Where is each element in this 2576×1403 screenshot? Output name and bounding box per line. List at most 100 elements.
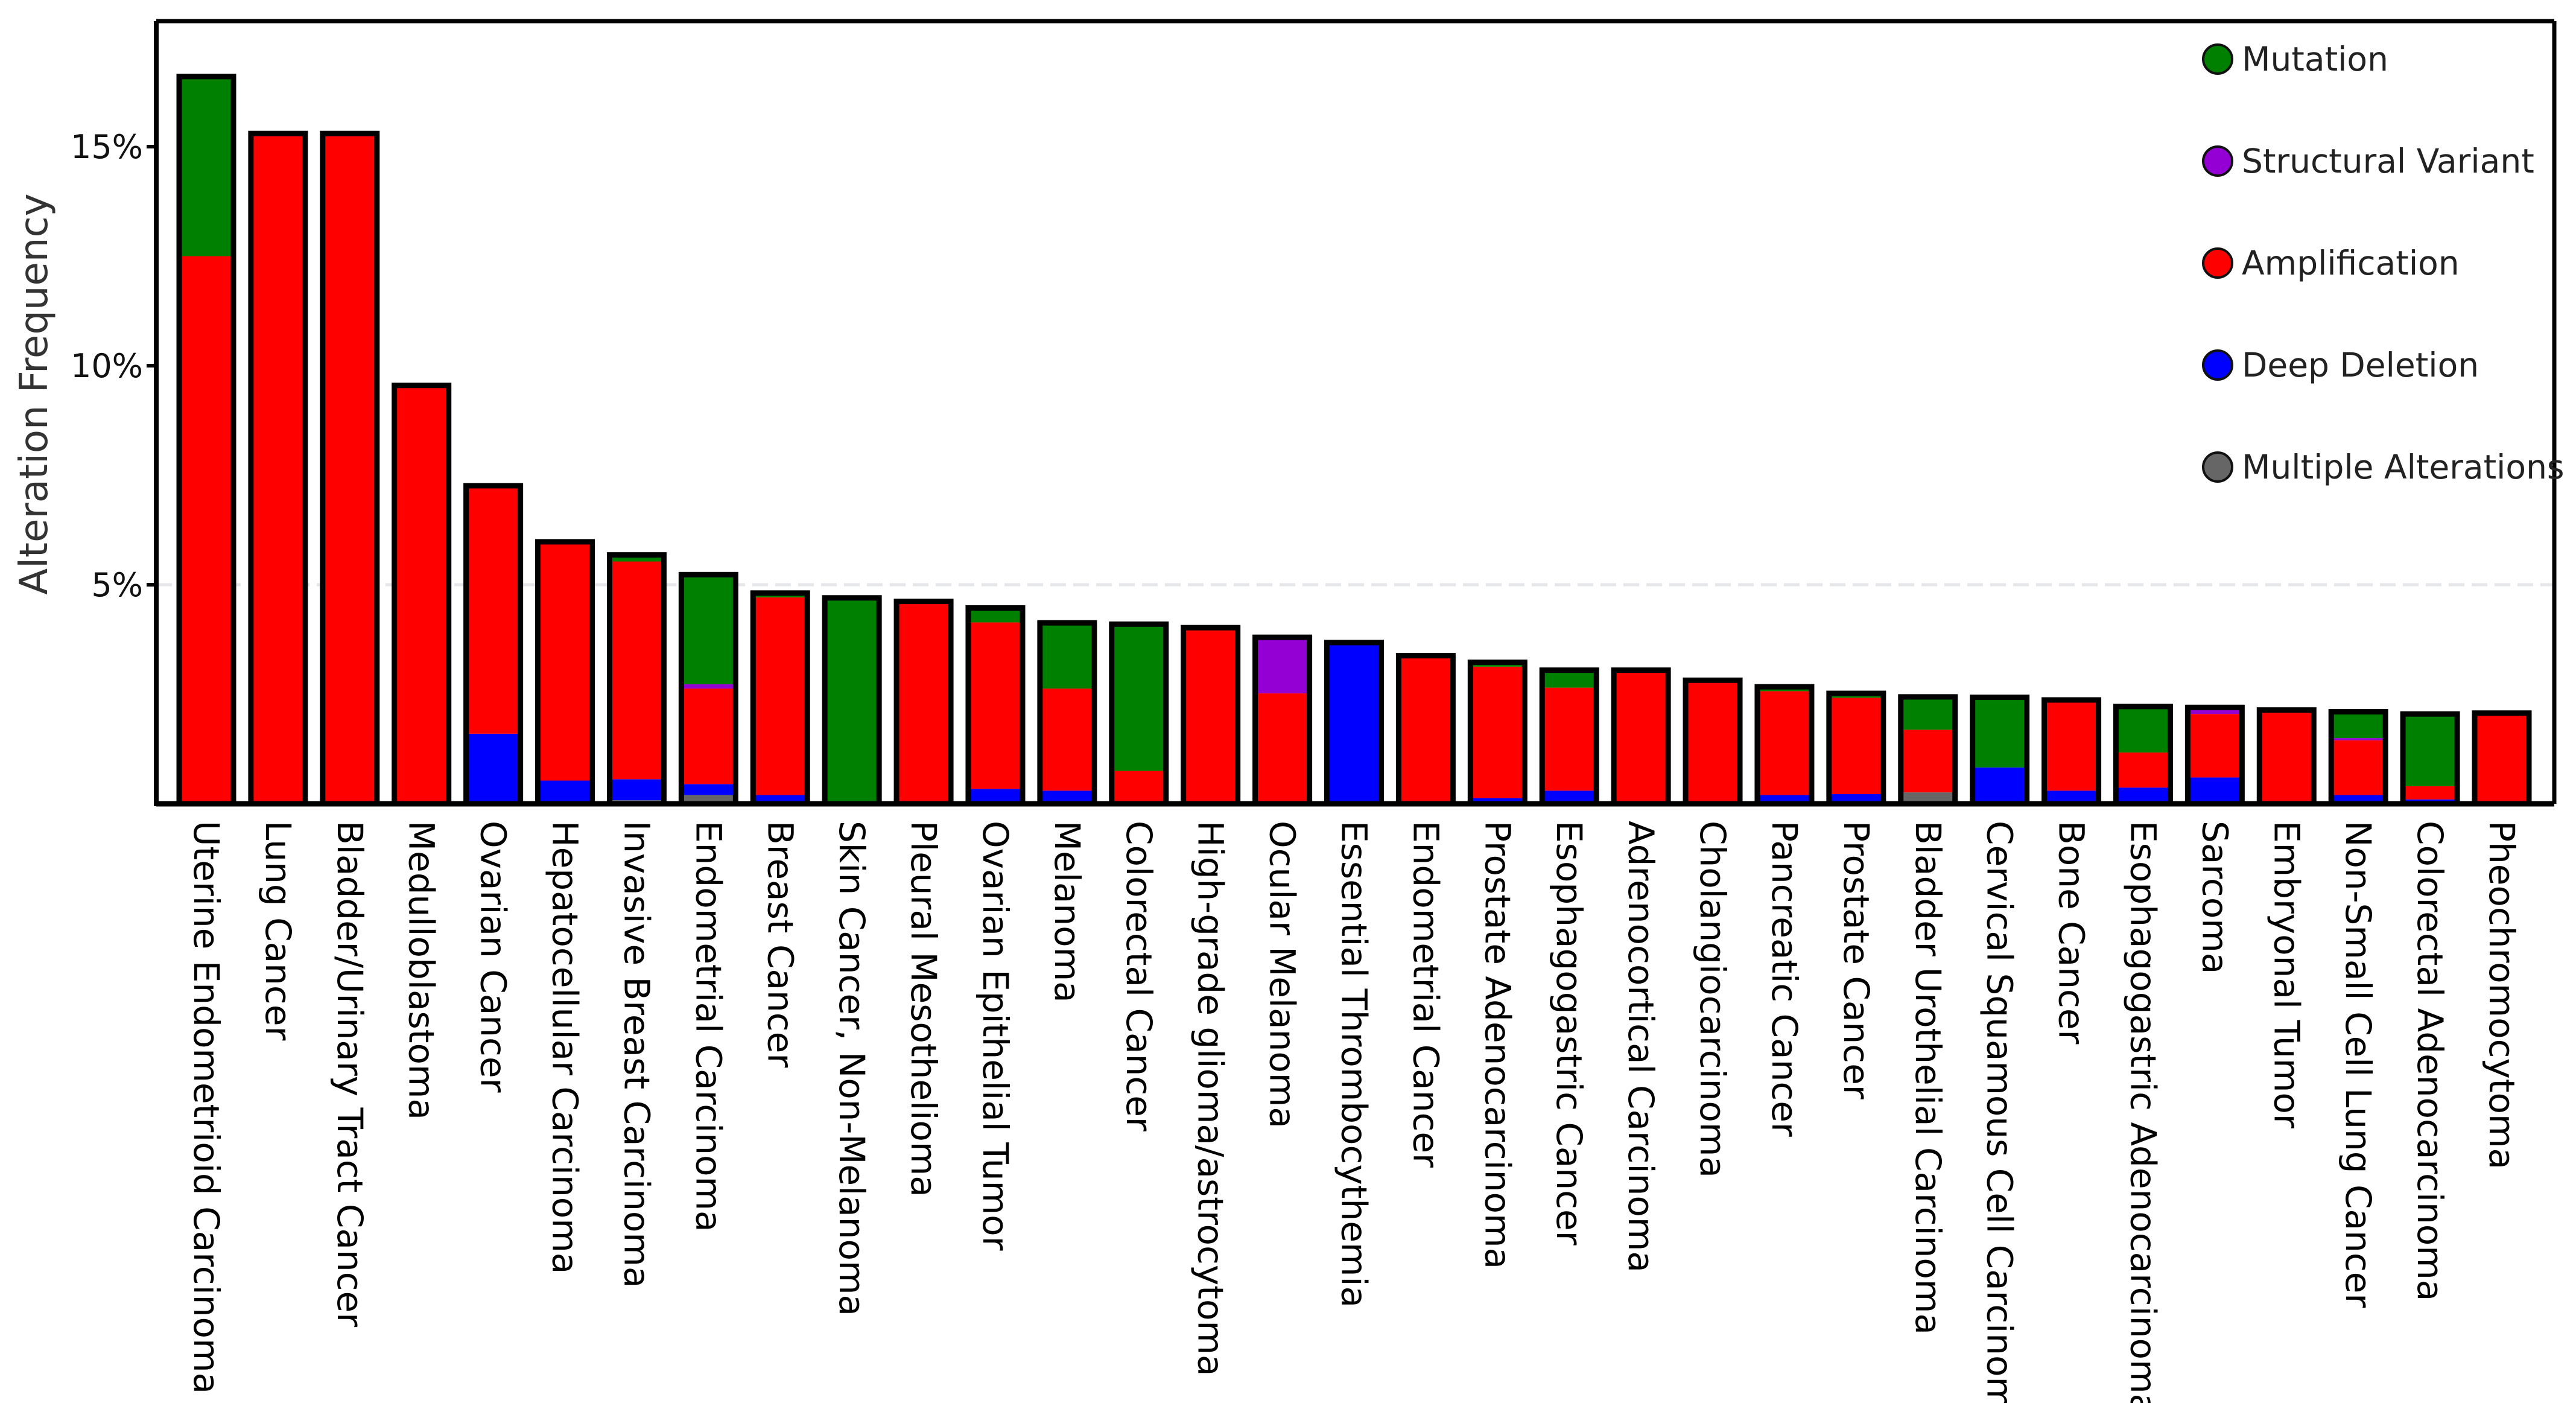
y-tick-label: 5% [91,566,143,604]
bar-endometrial-cancer[interactable] [1395,653,1456,807]
bar-prostate-cancer[interactable] [1826,690,1886,807]
bar-segment-amplification [681,689,736,784]
bar-segment-amplification [322,133,377,804]
bar-invasive-breast-carcinoma[interactable] [606,552,667,807]
bar-segment-amplification [1398,655,1453,804]
bar-segment-mutation [1900,696,1955,730]
bar-segment-mutation [1972,697,2027,768]
bar-segment-deep-deletion [2044,791,2099,804]
bar-bladder-urothelial-carcinoma[interactable] [1898,694,1958,807]
bar-segment-mutation [2331,711,2386,739]
x-tick-label: Bladder Urothelial Carcinoma [1908,821,1949,1335]
bar-bladder-urinary-tract-cancer[interactable] [320,130,380,807]
x-tick-label: Lung Cancer [258,821,299,1040]
x-tick-label: Pancreatic Cancer [1764,821,1805,1137]
bar-melanoma[interactable] [1037,620,1097,807]
bar-segment-structural-variant [681,684,736,689]
bar-segment-mutation [1111,624,1166,771]
bar-bone-cancer[interactable] [2041,697,2102,807]
bar-ovarian-epithelial-tumor[interactable] [965,605,1026,807]
bar-colorectal-adenocarcinoma[interactable] [2400,711,2460,807]
bar-segment-structural-variant [2331,738,2386,740]
bar-endometrial-carcinoma[interactable] [678,571,738,807]
bar-segment-mutation [179,76,233,256]
bar-pleural-mesothelioma[interactable] [893,599,954,807]
bar-breast-cancer[interactable] [750,590,810,807]
bar-lung-cancer[interactable] [248,130,308,807]
legend-swatch-icon [2202,349,2233,381]
bar-skin-cancer-non-melanoma[interactable] [822,595,882,807]
x-tick-label: Ovarian Epithelial Tumor [975,821,1016,1251]
bar-segment-amplification [394,385,449,804]
bar-segment-amplification [1900,730,1955,793]
bar-colorectal-cancer[interactable] [1109,621,1169,807]
x-tick-label: Cholangiocarcinoma [1692,821,1733,1178]
bar-segment-amplification [968,622,1023,789]
bar-segment-mutation [968,608,1023,623]
legend-item-multiple-alterations[interactable]: Multiple Alterations [2202,448,2565,486]
bar-segment-deep-deletion [1972,767,2027,804]
x-tick-label: Ocular Melanoma [1262,821,1303,1128]
y-tick-label: 10% [71,347,143,385]
bar-segment-amplification [1614,670,1669,804]
bar-embryonal-tumor[interactable] [2256,707,2317,807]
bar-segment-mutation [1039,623,1094,689]
bar-segment-mutation [681,574,736,684]
x-tick-label: Melanoma [1047,821,1088,1003]
bar-esophagogastric-adenocarcinoma[interactable] [2113,704,2173,807]
bar-segment-amplification [2044,699,2099,791]
bar-prostate-adenocarcinoma[interactable] [1467,660,1528,807]
bar-sarcoma[interactable] [2184,704,2245,807]
bar-segment-deep-deletion [753,795,808,802]
bar-high-grade-glioma-astrocytoma[interactable] [1181,625,1241,807]
x-tick-label: Ovarian Cancer [473,821,514,1093]
x-tick-label: Medulloblastoma [401,821,442,1120]
bar-segment-deep-deletion [538,780,592,804]
bar-uterine-endometrioid-carcinoma[interactable] [176,74,236,807]
bar-segment-amplification [1183,628,1238,804]
x-tick-label: Endometrial Carcinoma [688,821,729,1232]
bar-pheochromocytoma[interactable] [2472,710,2532,807]
x-tick-label: Sarcoma [2194,821,2235,974]
bar-cholangiocarcinoma[interactable] [1683,677,1743,807]
x-tick-label: Breast Cancer [760,821,801,1067]
bar-segment-amplification [753,597,808,795]
bar-non-small-cell-lung-cancer[interactable] [2328,709,2388,807]
x-tick-label: Non-Small Cell Lung Cancer [2338,821,2379,1308]
bar-cervical-squamous-cell-carcinoma[interactable] [1970,695,2030,807]
bar-adrenocortical-carcinoma[interactable] [1611,667,1671,807]
x-tick-label: Cervical Squamous Cell Carcinoma [1979,821,2020,1403]
bar-segment-multiple-alterations [1900,792,1955,804]
bar-segment-amplification [1757,691,1812,795]
bar-segment-mutation [1542,670,1597,688]
bar-esophagogastric-cancer[interactable] [1539,667,1599,807]
x-tick-label: Prostate Adenocarcinoma [1477,821,1518,1269]
y-axis-label: Alteration Frequency [12,193,57,594]
x-tick-label: Essential Thrombocythemia [1334,821,1375,1308]
bar-segment-deep-deletion [1327,642,1382,804]
bar-segment-amplification [1470,666,1525,798]
bar-segment-deep-deletion [1542,791,1597,804]
bar-segment-amplification [2187,714,2242,778]
legend-item-mutation[interactable]: Mutation [2202,40,2388,78]
legend-label: Multiple Alterations [2242,448,2565,486]
y-ticks: 5% 10% 15% [71,128,156,604]
x-tick-label: Invasive Breast Carcinoma [616,821,657,1288]
x-tick-label: Esophagogastric Adenocarcinoma [2122,821,2163,1403]
legend-item-amplification[interactable]: Amplification [2202,244,2460,282]
bar-segment-deep-deletion [1470,798,1525,804]
bar-segment-mutation [609,555,664,562]
bar-segment-amplification [2403,786,2458,800]
legend-label: Amplification [2242,244,2460,282]
legend-item-structural-variant[interactable]: Structural Variant [2202,142,2534,180]
legend-item-deep-deletion[interactable]: Deep Deletion [2202,346,2479,384]
bar-medulloblastoma[interactable] [392,383,452,807]
legend: Mutation Structural Variant Amplification D… [2202,40,2565,486]
x-tick-label: Endometrial Cancer [1405,821,1446,1168]
bar-essential-thrombocythemia[interactable] [1324,640,1384,807]
bar-ocular-melanoma[interactable] [1252,634,1313,807]
bar-hepatocellular-carcinoma[interactable] [535,539,595,807]
x-tick-label: Skin Cancer, Non-Melanoma [831,821,872,1316]
bar-ovarian-cancer[interactable] [463,483,524,807]
bar-pancreatic-cancer[interactable] [1754,684,1815,807]
